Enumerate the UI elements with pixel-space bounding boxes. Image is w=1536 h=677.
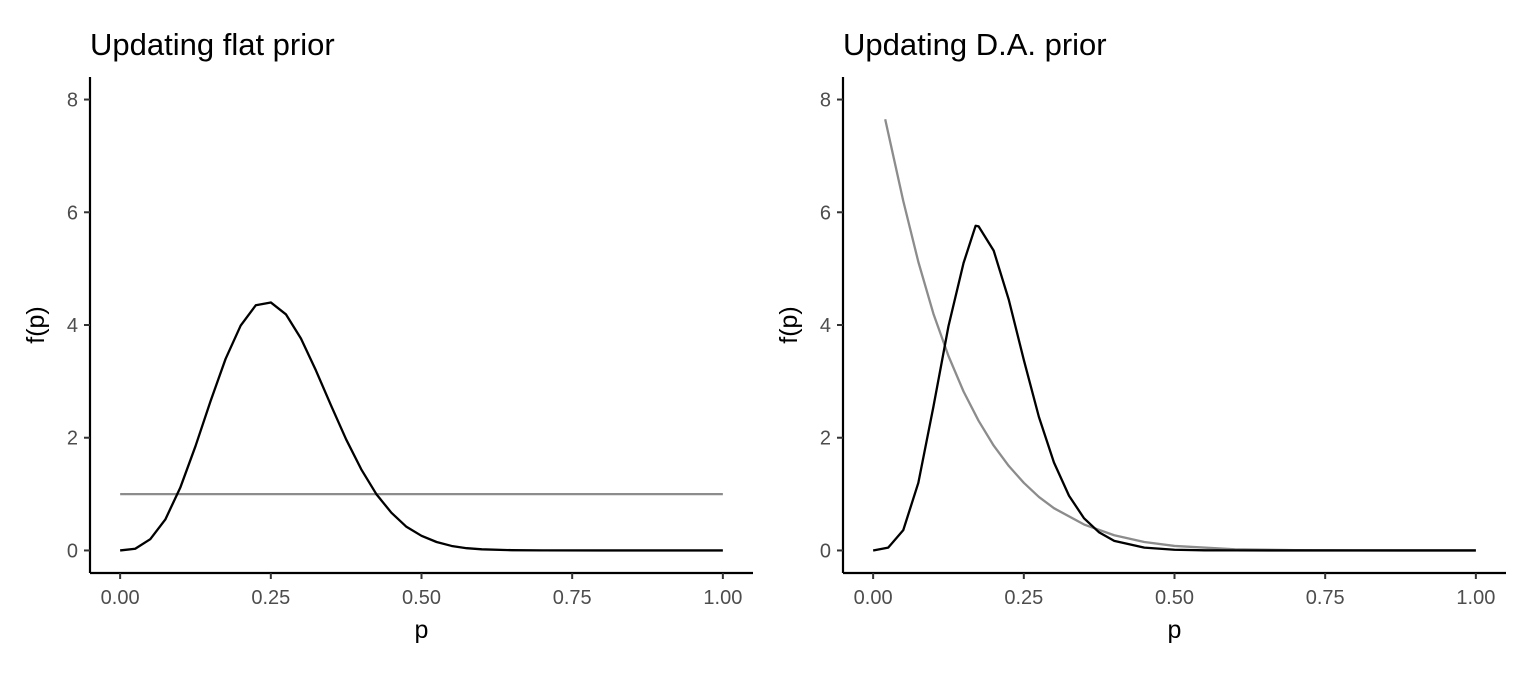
posterior-curve <box>872 224 1476 552</box>
y-tick-label: 8 <box>67 90 78 112</box>
y-tick-label: 0 <box>820 540 831 562</box>
x-tick-label: 0.75 <box>1306 587 1345 609</box>
panel-title: Updating flat prior <box>90 27 335 62</box>
x-tick-label: 0.00 <box>854 587 893 609</box>
x-tick-label: 1.00 <box>1456 587 1495 609</box>
y-axis-title: f(p) <box>775 306 803 344</box>
y-axis-title: f(p) <box>22 306 50 344</box>
panel-title: Updating D.A. prior <box>843 27 1107 62</box>
x-tick-label: 0.75 <box>553 587 592 609</box>
y-tick-label: 2 <box>820 428 831 450</box>
y-tick-label: 4 <box>67 315 78 337</box>
x-tick-label: 0.50 <box>1155 587 1194 609</box>
x-axis-title: p <box>1168 616 1182 644</box>
x-tick-label: 0.00 <box>101 587 140 609</box>
posterior-curve <box>120 301 723 552</box>
y-tick-label: 6 <box>820 202 831 224</box>
y-tick-label: 2 <box>67 428 78 450</box>
x-tick-label: 0.25 <box>1004 587 1043 609</box>
y-tick-label: 6 <box>67 202 78 224</box>
x-axis-title: p <box>415 616 429 644</box>
x-tick-label: 0.50 <box>402 587 441 609</box>
prior-curve <box>884 119 1476 552</box>
y-tick-label: 0 <box>67 540 78 562</box>
x-tick-label: 0.25 <box>251 587 290 609</box>
x-tick-label: 1.00 <box>703 587 742 609</box>
y-tick-label: 8 <box>820 90 831 112</box>
chart-panel-2: Updating D.A. prior 0 2 4 6 8 0.00 0.25 0.50 0.75… <box>775 27 1506 644</box>
y-tick-label: 4 <box>820 315 831 337</box>
chart-panel-1: Updating flat prior 0 2 4 6 8 0.00 0.25 0.50 0.75… <box>22 27 753 644</box>
